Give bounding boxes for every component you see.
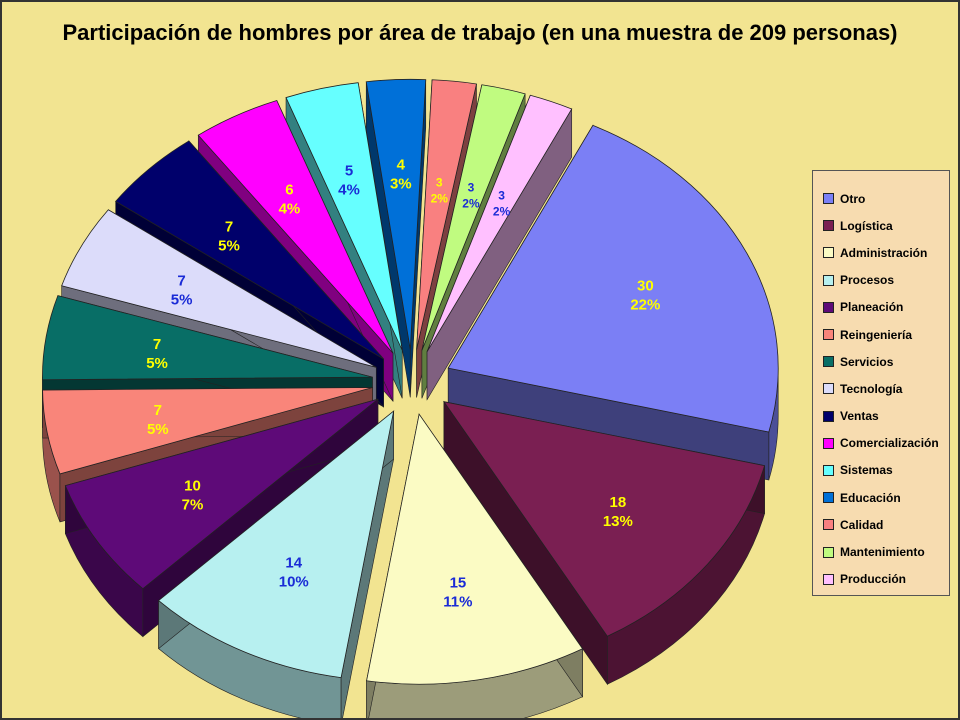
slice-top-educacion — [365, 78, 427, 350]
legend-label: Mantenimiento — [840, 545, 925, 560]
data-label-value-comercializacion: 6 — [285, 181, 293, 198]
legend-swatch — [823, 383, 834, 395]
legend-swatch — [823, 220, 834, 232]
slice-top-planeacion — [64, 398, 379, 590]
legend-item-ventas: Ventas — [823, 403, 943, 430]
data-label-percent-reingenieria: 5% — [147, 421, 169, 438]
data-label-percent-planeacion: 7% — [182, 497, 204, 514]
slice-top-calidad — [416, 79, 477, 350]
slice-top-logistica — [443, 401, 766, 637]
legend-swatch — [823, 247, 834, 259]
data-label-value-produccion: 3 — [498, 189, 505, 203]
data-label-value-calidad: 3 — [436, 176, 443, 190]
slice-top-comercializacion — [197, 100, 394, 354]
data-label-percent-ventas: 5% — [218, 237, 240, 254]
legend-item-comercializacion: Comercialización — [823, 430, 943, 457]
legend-swatch — [823, 301, 834, 313]
data-label-value-sistemas: 5 — [345, 162, 353, 179]
data-label-percent-procesos: 10% — [279, 573, 309, 590]
data-label-value-ventas: 7 — [225, 218, 233, 235]
legend-item-procesos: Procesos — [823, 267, 943, 294]
data-label-percent-servicios: 5% — [146, 355, 168, 372]
legend-label: Procesos — [840, 273, 895, 288]
data-label-percent-mantenimiento: 2% — [462, 196, 480, 210]
legend-label: Administración — [840, 245, 928, 260]
legend-item-mantenimiento: Mantenimiento — [823, 538, 943, 565]
legend-label: Logística — [840, 218, 893, 233]
legend-swatch — [823, 492, 834, 504]
legend-label: Servicios — [840, 354, 894, 369]
legend-label: Tecnología — [840, 381, 903, 396]
legend-label: Planeación — [840, 300, 904, 315]
data-label-percent-logistica: 13% — [603, 513, 633, 530]
legend-item-otro: Otro — [823, 185, 943, 212]
data-label-percent-educacion: 3% — [390, 175, 412, 192]
legend-swatch — [823, 274, 834, 286]
slice-procesos — [157, 410, 395, 718]
data-label-value-mantenimiento: 3 — [468, 180, 475, 194]
slice-produccion — [426, 94, 573, 401]
slice-top-administracion — [366, 413, 584, 685]
data-label-percent-tecnologia: 5% — [171, 291, 193, 308]
legend-item-sistemas: Sistemas — [823, 457, 943, 484]
slice-logistica — [443, 400, 766, 686]
data-label-percent-sistemas: 4% — [338, 181, 360, 198]
slice-top-procesos — [157, 410, 395, 679]
data-label-percent-administracion: 11% — [443, 594, 472, 611]
data-label-value-educacion: 4 — [397, 156, 406, 173]
slice-top-reingenieria — [42, 387, 373, 475]
slice-top-tecnologia — [61, 209, 377, 368]
legend-label: Sistemas — [840, 463, 893, 478]
data-label-value-tecnologia: 7 — [177, 272, 185, 289]
data-label-value-reingenieria: 7 — [154, 402, 162, 419]
legend-item-calidad: Calidad — [823, 511, 943, 538]
slice-top-otro — [447, 124, 779, 433]
legend-label: Producción — [840, 572, 907, 587]
legend-item-educacion: Educación — [823, 484, 943, 511]
legend-item-administracion: Administración — [823, 239, 943, 266]
data-label-value-procesos: 14 — [285, 554, 302, 571]
legend-item-tecnologia: Tecnología — [823, 375, 943, 402]
data-label-value-servicios: 7 — [153, 336, 161, 353]
data-label-value-logistica: 18 — [610, 494, 627, 511]
chart-legend: Otro Logística Administración Procesos Plane… — [812, 170, 950, 596]
data-label-value-planeacion: 10 — [184, 478, 201, 495]
data-label-percent-produccion: 2% — [493, 205, 511, 219]
legend-swatch — [823, 410, 834, 422]
legend-swatch — [823, 546, 834, 558]
slice-administracion — [366, 413, 584, 718]
slice-top-mantenimiento — [421, 84, 526, 351]
legend-swatch — [823, 519, 834, 531]
slice-educacion — [365, 78, 427, 398]
legend-swatch — [823, 464, 834, 476]
legend-label: Reingeniería — [840, 327, 913, 342]
slice-top-sistemas — [285, 82, 403, 351]
legend-item-logistica: Logística — [823, 212, 943, 239]
legend-swatch — [823, 573, 834, 585]
legend-item-reingenieria: Reingeniería — [823, 321, 943, 348]
legend-item-planeacion: Planeación — [823, 294, 943, 321]
legend-item-produccion: Producción — [823, 566, 943, 593]
data-label-percent-otro: 22% — [630, 296, 660, 313]
slice-top-produccion — [426, 94, 573, 352]
legend-item-servicios: Servicios — [823, 348, 943, 375]
legend-swatch — [823, 329, 834, 341]
data-label-percent-comercializacion: 4% — [279, 200, 301, 217]
legend-label: Otro — [840, 191, 866, 206]
legend-swatch — [823, 193, 834, 205]
data-label-value-otro: 30 — [637, 277, 654, 294]
slice-top-servicios — [42, 295, 373, 381]
data-label-value-administracion: 15 — [450, 575, 467, 592]
chart-title: Participación de hombres por área de tra… — [62, 20, 898, 45]
slice-top-ventas — [115, 140, 384, 360]
legend-label: Comercialización — [840, 436, 939, 451]
legend-label: Calidad — [840, 517, 884, 532]
legend-swatch — [823, 356, 834, 368]
legend-swatch — [823, 437, 834, 449]
legend-label: Ventas — [840, 409, 879, 424]
legend-label: Educación — [840, 490, 901, 505]
data-label-percent-calidad: 2% — [431, 192, 449, 206]
